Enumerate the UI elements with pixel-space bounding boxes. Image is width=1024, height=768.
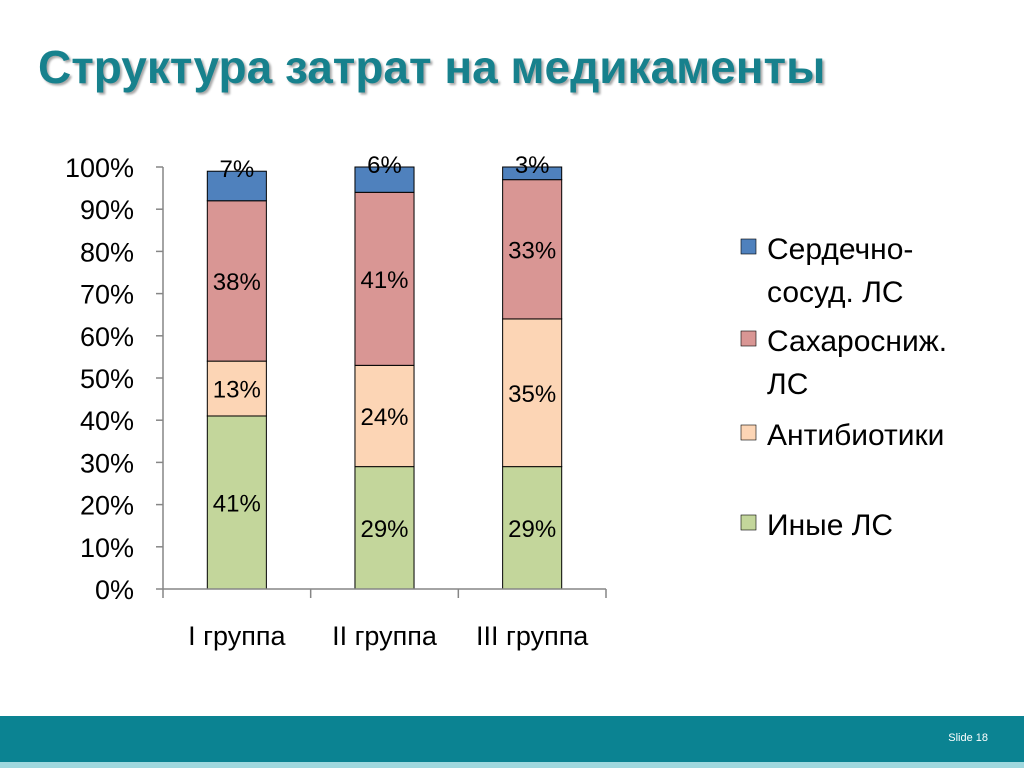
bar-segment <box>502 466 563 590</box>
bar-segment <box>354 364 415 468</box>
data-label: 35% <box>508 381 556 408</box>
legend-label: сосуд. ЛС <box>767 276 904 309</box>
y-tick-label: 80% <box>80 237 134 267</box>
data-label: 13% <box>213 377 261 404</box>
bar-segment <box>502 179 563 320</box>
y-tick-label: 10% <box>80 533 134 563</box>
data-label: 6% <box>367 152 402 179</box>
bar-segment <box>206 170 267 202</box>
y-tick-label: 70% <box>80 280 134 310</box>
x-category-label: II группа <box>332 621 438 651</box>
bar-segment <box>206 200 267 362</box>
bar-segment <box>206 360 267 417</box>
slide-title: Структура затрат на медикаменты <box>38 41 826 93</box>
x-category-label: I группа <box>188 621 286 651</box>
data-label: 41% <box>213 490 261 517</box>
data-label: 33% <box>508 237 556 264</box>
data-label: 3% <box>515 152 550 179</box>
y-tick-label: 20% <box>80 491 134 521</box>
x-category-label: III группа <box>476 621 589 651</box>
stacked-bar-chart: 0% 10% 20% 30% 40% 50% 60% 70% 80% 90% 100% 41% 13%… <box>65 152 947 651</box>
data-label: 7% <box>219 156 254 183</box>
y-tick-label: 30% <box>80 448 134 478</box>
legend-label: Антибиотики <box>767 419 944 452</box>
legend-label: Иные ЛС <box>767 509 893 542</box>
legend-swatch <box>740 330 757 347</box>
y-tick-label: 100% <box>65 153 134 183</box>
footer-stripe <box>0 762 1024 768</box>
y-tick-label: 50% <box>80 364 134 394</box>
y-tick-label: 60% <box>80 322 134 352</box>
y-axis: 0% 10% 20% 30% 40% 50% 60% 70% 80% 90% 100% <box>65 153 164 605</box>
data-label: 41% <box>360 267 408 294</box>
x-axis: I группа II группа III группа <box>162 588 607 651</box>
data-label: 29% <box>360 516 408 543</box>
legend-label: Сахаросниж. <box>767 325 947 358</box>
legend-swatch <box>740 424 757 441</box>
y-tick-label: 40% <box>80 406 134 436</box>
bar-segment <box>502 166 563 181</box>
bar-segment <box>206 415 267 590</box>
slide-number: Slide 18 <box>948 732 988 744</box>
data-label: 38% <box>213 269 261 296</box>
data-label: 24% <box>360 404 408 431</box>
legend-swatch <box>740 514 757 531</box>
data-label: 29% <box>508 516 556 543</box>
bar-segment <box>354 166 415 193</box>
footer-bar: Slide 18 <box>0 716 1024 762</box>
y-tick-label: 90% <box>80 195 134 225</box>
y-tick-label: 0% <box>95 575 134 605</box>
legend-swatch <box>740 238 757 255</box>
bar-segment <box>502 318 563 468</box>
legend-label: ЛС <box>767 368 808 401</box>
legend: Сердечно-сосуд. ЛС Сахаросниж. ЛС Антибиоти… <box>740 233 947 542</box>
legend-label: Сердечно- <box>767 233 913 266</box>
bar-stacks: 41% 13% 38% 7% 29% 24% 41% 6% 29% 35% 33% 3% <box>206 152 563 590</box>
